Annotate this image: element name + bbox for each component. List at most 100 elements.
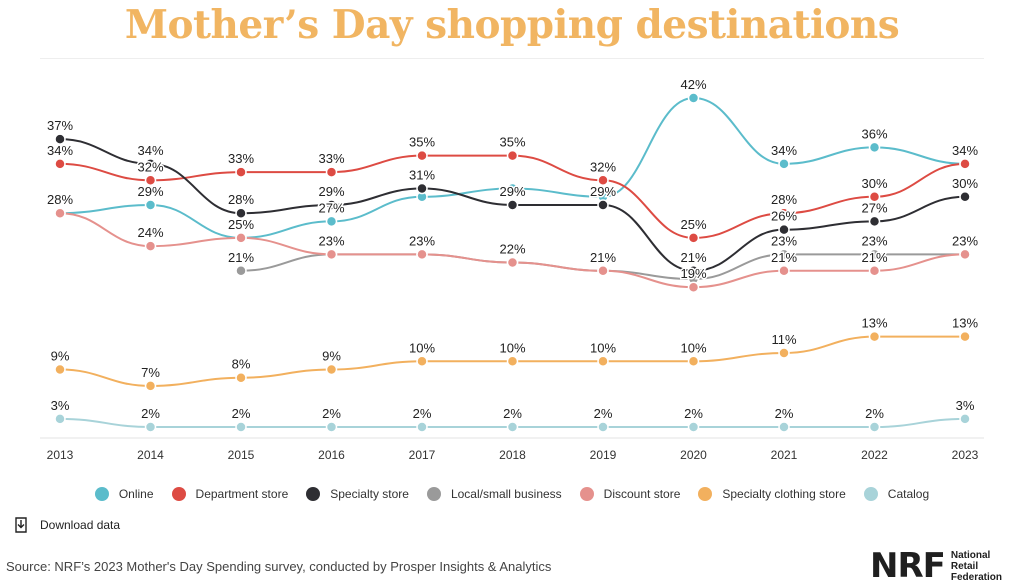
legend-item-catalog[interactable]: Catalog	[863, 487, 930, 501]
data-point-specialty-clothing-store[interactable]	[506, 355, 519, 367]
data-point-online[interactable]	[506, 182, 519, 195]
x-tick-label: 2023	[952, 448, 979, 462]
data-point-specialty-store[interactable]	[416, 182, 428, 195]
data-label-catalog: 3%	[956, 398, 975, 413]
x-tick-label: 2014	[137, 448, 164, 462]
data-point-department-store[interactable]	[54, 158, 66, 170]
data-point-department-store[interactable]	[687, 232, 700, 244]
data-point-specialty-clothing-store[interactable]	[778, 347, 790, 359]
legend-label: Specialty store	[330, 487, 409, 501]
data-point-discount-store[interactable]	[868, 265, 881, 277]
legend-label: Catalog	[887, 487, 930, 501]
data-point-catalog[interactable]	[868, 421, 881, 433]
download-data-button[interactable]: Download data	[14, 517, 120, 533]
data-point-local-small-business[interactable]	[778, 248, 790, 261]
data-point-specialty-store[interactable]	[144, 158, 157, 170]
data-point-department-store[interactable]	[235, 166, 247, 178]
data-point-catalog[interactable]	[506, 421, 519, 433]
data-label-department-store: 34%	[952, 143, 978, 158]
data-label-catalog: 3%	[51, 398, 70, 413]
data-point-specialty-store[interactable]	[506, 199, 519, 211]
download-icon	[15, 517, 27, 533]
data-point-discount-store[interactable]	[506, 256, 519, 269]
data-point-specialty-store[interactable]	[597, 199, 609, 211]
data-labels: 29%25%27%42%34%36%34%32%33% 33%35% 35%32%2…	[45, 76, 979, 423]
data-label-discount-store: 19%	[680, 266, 706, 281]
data-point-specialty-clothing-store[interactable]	[325, 363, 338, 376]
legend-item-local-small-business[interactable]: Local/small business	[426, 487, 562, 501]
data-point-specialty-store[interactable]	[54, 133, 66, 145]
data-point-specialty-clothing-store[interactable]	[144, 380, 157, 392]
data-point-discount-store[interactable]	[959, 248, 971, 261]
data-point-department-store[interactable]	[778, 207, 790, 219]
data-point-catalog[interactable]	[778, 421, 790, 433]
data-point-catalog[interactable]	[144, 421, 157, 433]
data-point-specialty-clothing-store[interactable]	[959, 330, 971, 343]
data-point-specialty-clothing-store[interactable]	[235, 371, 247, 384]
data-label-specialty-clothing-store: 10%	[680, 340, 706, 355]
data-point-catalog[interactable]	[416, 421, 428, 433]
data-point-specialty-clothing-store[interactable]	[687, 355, 700, 367]
legend-label: Discount store	[603, 487, 681, 501]
data-point-catalog[interactable]	[687, 421, 700, 433]
data-point-specialty-store[interactable]	[959, 191, 971, 203]
legend-item-online[interactable]: Online	[94, 487, 154, 501]
data-point-discount-store[interactable]	[54, 207, 66, 219]
data-label-discount-store: 28%	[47, 192, 73, 207]
legend-item-specialty-store[interactable]: Specialty store	[306, 487, 409, 501]
data-point-discount-store[interactable]	[687, 281, 700, 293]
data-point-specialty-store[interactable]	[868, 215, 881, 228]
data-label-specialty-store: 29%	[318, 184, 344, 199]
data-point-specialty-clothing-store[interactable]	[416, 355, 428, 367]
data-point-department-store[interactable]	[144, 174, 157, 187]
data-point-online[interactable]	[144, 199, 157, 211]
data-point-specialty-store[interactable]	[235, 207, 247, 219]
data-label-local-small-business: 23%	[861, 233, 887, 248]
legend-label: Department store	[195, 487, 289, 501]
data-point-department-store[interactable]	[325, 166, 338, 178]
data-point-catalog[interactable]	[325, 421, 338, 433]
data-point-catalog[interactable]	[597, 421, 609, 433]
nrf-logo-line2: Retail	[950, 560, 979, 572]
data-label-department-store: 28%	[771, 192, 797, 207]
data-label-catalog: 2%	[594, 406, 613, 421]
data-point-department-store[interactable]	[597, 174, 609, 187]
data-point-specialty-clothing-store[interactable]	[868, 330, 881, 343]
data-point-discount-store[interactable]	[416, 248, 428, 261]
data-point-specialty-store[interactable]	[325, 199, 338, 211]
data-point-department-store[interactable]	[868, 191, 881, 203]
data-label-department-store: 33%	[228, 151, 254, 166]
series-points	[54, 92, 971, 433]
data-point-online[interactable]	[868, 141, 881, 154]
line-chart: 2013 2014 2015 2016 2017 2018 2019 2020 2021 2022…	[40, 76, 984, 462]
legend-item-department-store[interactable]: Department store	[171, 487, 289, 501]
data-point-catalog[interactable]	[54, 413, 66, 425]
data-label-online: 42%	[680, 77, 706, 92]
data-point-discount-store[interactable]	[597, 265, 609, 277]
data-point-local-small-business[interactable]	[235, 265, 247, 277]
data-point-online[interactable]	[687, 92, 700, 104]
data-label-catalog: 2%	[413, 406, 432, 421]
legend-item-discount-store[interactable]: Discount store	[579, 487, 681, 501]
data-point-online[interactable]	[778, 158, 790, 170]
data-point-specialty-clothing-store[interactable]	[54, 363, 66, 376]
data-point-discount-store[interactable]	[325, 248, 338, 261]
data-point-catalog[interactable]	[959, 413, 971, 425]
data-label-online: 29%	[137, 184, 163, 199]
data-point-department-store[interactable]	[506, 149, 519, 162]
data-point-catalog[interactable]	[235, 421, 247, 433]
data-point-local-small-business[interactable]	[868, 248, 881, 261]
data-point-discount-store[interactable]	[144, 240, 157, 252]
legend-item-specialty-clothing-store[interactable]: Specialty clothing store	[698, 487, 846, 501]
data-point-discount-store[interactable]	[235, 232, 247, 244]
data-point-online[interactable]	[325, 215, 338, 228]
data-point-discount-store[interactable]	[778, 265, 790, 277]
legend-label: Specialty clothing store	[722, 487, 846, 501]
data-point-department-store[interactable]	[959, 158, 971, 170]
legend-swatch	[863, 487, 878, 501]
data-point-specialty-clothing-store[interactable]	[597, 355, 609, 367]
data-point-specialty-store[interactable]	[778, 223, 790, 236]
data-point-department-store[interactable]	[416, 149, 428, 162]
data-label-department-store: 32%	[137, 159, 163, 174]
nrf-logo-text: National Retail Federation	[951, 550, 1002, 583]
